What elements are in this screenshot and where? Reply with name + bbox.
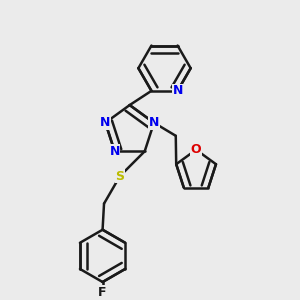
Text: N: N: [172, 84, 183, 97]
Text: N: N: [110, 145, 120, 158]
Text: S: S: [116, 169, 124, 182]
Text: O: O: [191, 143, 201, 156]
Text: F: F: [98, 286, 107, 299]
Text: N: N: [149, 116, 159, 129]
Text: N: N: [100, 116, 110, 129]
